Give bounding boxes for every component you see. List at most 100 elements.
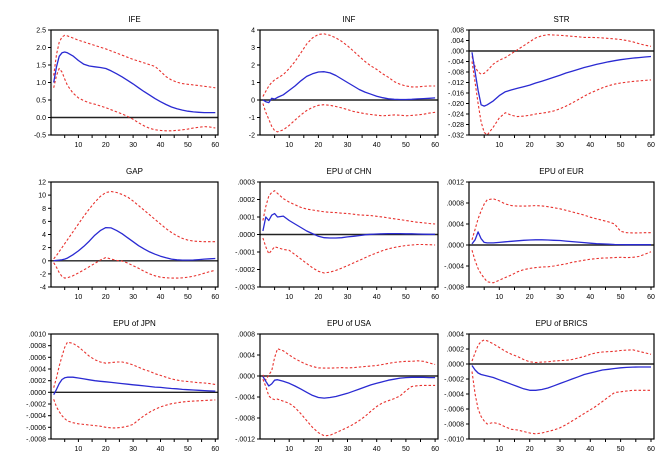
svg-text:-.0001: -.0001: [235, 250, 255, 257]
svg-text:-.0004: -.0004: [444, 392, 464, 399]
svg-text:50: 50: [402, 294, 410, 301]
chart-title-inf: INF: [342, 15, 356, 24]
upper_band-line: [471, 34, 652, 75]
chart-title-epu-eur: EPU of EUR: [539, 167, 584, 176]
chart-epu-chn: EPU of CHN .0003 .0002 .0001 .0000 -.0001 -.0…: [224, 152, 448, 304]
svg-text:50: 50: [617, 446, 625, 453]
svg-text:-.016: -.016: [448, 91, 464, 98]
svg-text:30: 30: [129, 446, 137, 453]
svg-text:.0010: .0010: [28, 332, 46, 339]
chart-epu-usa: EPU of USA .0008 .0004 .0000 -.0004 -.0008 -.…: [224, 304, 448, 455]
svg-text:30: 30: [344, 142, 352, 149]
svg-text:40: 40: [373, 142, 381, 149]
svg-text:.0004: .0004: [446, 222, 464, 229]
svg-text:20: 20: [102, 142, 110, 149]
svg-text:2: 2: [251, 63, 255, 70]
chart-title-epu-brics: EPU of BRICS: [535, 319, 588, 328]
lower_band-line: [262, 378, 436, 437]
upper_band-line: [53, 190, 216, 260]
lower_band-line: [53, 67, 216, 132]
svg-text:60: 60: [431, 446, 439, 453]
svg-text:-.020: -.020: [448, 101, 464, 108]
svg-text:40: 40: [157, 446, 165, 453]
chart-inf: INF 4 3 2 1 0 -1 -2 10 20 30 40 50 60: [224, 0, 448, 152]
svg-text:.0008: .0008: [446, 201, 464, 208]
svg-text:-.0003: -.0003: [235, 285, 255, 292]
svg-text:-.0004: -.0004: [235, 395, 255, 402]
svg-text:40: 40: [157, 294, 165, 301]
svg-text:-.0004: -.0004: [444, 264, 464, 271]
chart-epu-jpn: EPU of JPN .0010 .0008 .0006 .0004 .0002 .000…: [0, 304, 224, 455]
epu-brics-plot: .0004 .0002 .0000 -.0002 -.0004 -.0006 -.0008 -…: [444, 332, 655, 454]
svg-text:50: 50: [617, 294, 625, 301]
svg-text:2.0: 2.0: [36, 45, 46, 52]
svg-text:1.5: 1.5: [36, 63, 46, 70]
svg-text:20: 20: [102, 294, 110, 301]
svg-text:-.0002: -.0002: [26, 402, 46, 409]
svg-text:30: 30: [344, 446, 352, 453]
upper_band-line: [53, 341, 216, 388]
upper_band-line: [262, 190, 436, 225]
svg-text:10: 10: [285, 294, 293, 301]
svg-text:.0002: .0002: [446, 347, 464, 354]
response-line: [471, 52, 652, 107]
chart-title-ife: IFE: [128, 15, 141, 24]
lower_band-line: [53, 399, 216, 429]
svg-text:60: 60: [647, 142, 655, 149]
response-line: [53, 51, 216, 114]
svg-text:-.032: -.032: [448, 133, 464, 140]
svg-text:60: 60: [211, 142, 219, 149]
svg-text:.0002: .0002: [237, 197, 255, 204]
svg-text:50: 50: [184, 142, 192, 149]
upper_band-line: [262, 348, 436, 381]
svg-text:60: 60: [431, 142, 439, 149]
svg-text:-.012: -.012: [448, 80, 464, 87]
svg-text:-4: -4: [40, 285, 46, 292]
svg-text:10: 10: [495, 446, 503, 453]
epu-chn-plot: .0003 .0002 .0001 .0000 -.0001 -.0002 -.0003 10…: [235, 180, 439, 302]
svg-text:-.0012: -.0012: [235, 437, 255, 444]
svg-text:.0000: .0000: [237, 232, 255, 239]
svg-text:.008: .008: [450, 28, 464, 35]
svg-text:1.0: 1.0: [36, 80, 46, 87]
svg-text:60: 60: [647, 294, 655, 301]
svg-text:60: 60: [211, 446, 219, 453]
svg-text:10: 10: [75, 142, 83, 149]
lower_band-line: [471, 61, 652, 136]
epu-usa-plot: .0008 .0004 .0000 -.0004 -.0008 -.0012 10 20 30 4…: [235, 332, 439, 454]
svg-text:40: 40: [373, 446, 381, 453]
upper_band-line: [471, 339, 652, 364]
svg-text:-0.5: -0.5: [34, 133, 46, 140]
svg-text:-2: -2: [249, 133, 255, 140]
response-line: [471, 231, 651, 246]
svg-text:30: 30: [556, 294, 564, 301]
svg-text:40: 40: [157, 142, 165, 149]
chart-title-gap: GAP: [126, 167, 143, 176]
svg-text:10: 10: [38, 193, 46, 200]
svg-text:2: 2: [42, 245, 46, 252]
svg-text:4: 4: [251, 28, 255, 35]
svg-text:30: 30: [556, 142, 564, 149]
svg-text:-.0008: -.0008: [444, 285, 464, 292]
epu-eur-plot: .0012 .0008 .0004 .0000 -.0004 -.0008 10 20 30 40…: [444, 180, 655, 302]
svg-text:10: 10: [495, 142, 503, 149]
ife-plot: 2.5 2.0 1.5 1.0 0.5 0.0 -0.5 10 20 30 40 50 60: [34, 28, 219, 150]
response-line: [262, 71, 436, 104]
lower_band-line: [53, 256, 216, 279]
svg-text:-.004: -.004: [448, 59, 464, 66]
svg-text:40: 40: [373, 294, 381, 301]
svg-text:50: 50: [617, 142, 625, 149]
svg-text:.004: .004: [450, 38, 464, 45]
svg-text:.0000: .0000: [237, 374, 255, 381]
epu-jpn-plot: .0010 .0008 .0006 .0004 .0002 .0000 -.0002 -.00…: [26, 332, 219, 454]
svg-text:10: 10: [75, 294, 83, 301]
svg-text:60: 60: [211, 294, 219, 301]
svg-text:30: 30: [129, 142, 137, 149]
svg-text:.0012: .0012: [446, 180, 464, 187]
svg-text:0.0: 0.0: [36, 115, 46, 122]
svg-text:-.0008: -.0008: [235, 416, 255, 423]
svg-text:6: 6: [42, 219, 46, 226]
chart-str: STR .008 .004 .000 -.004 -.008 -.012 -.016 -.02…: [448, 0, 672, 152]
